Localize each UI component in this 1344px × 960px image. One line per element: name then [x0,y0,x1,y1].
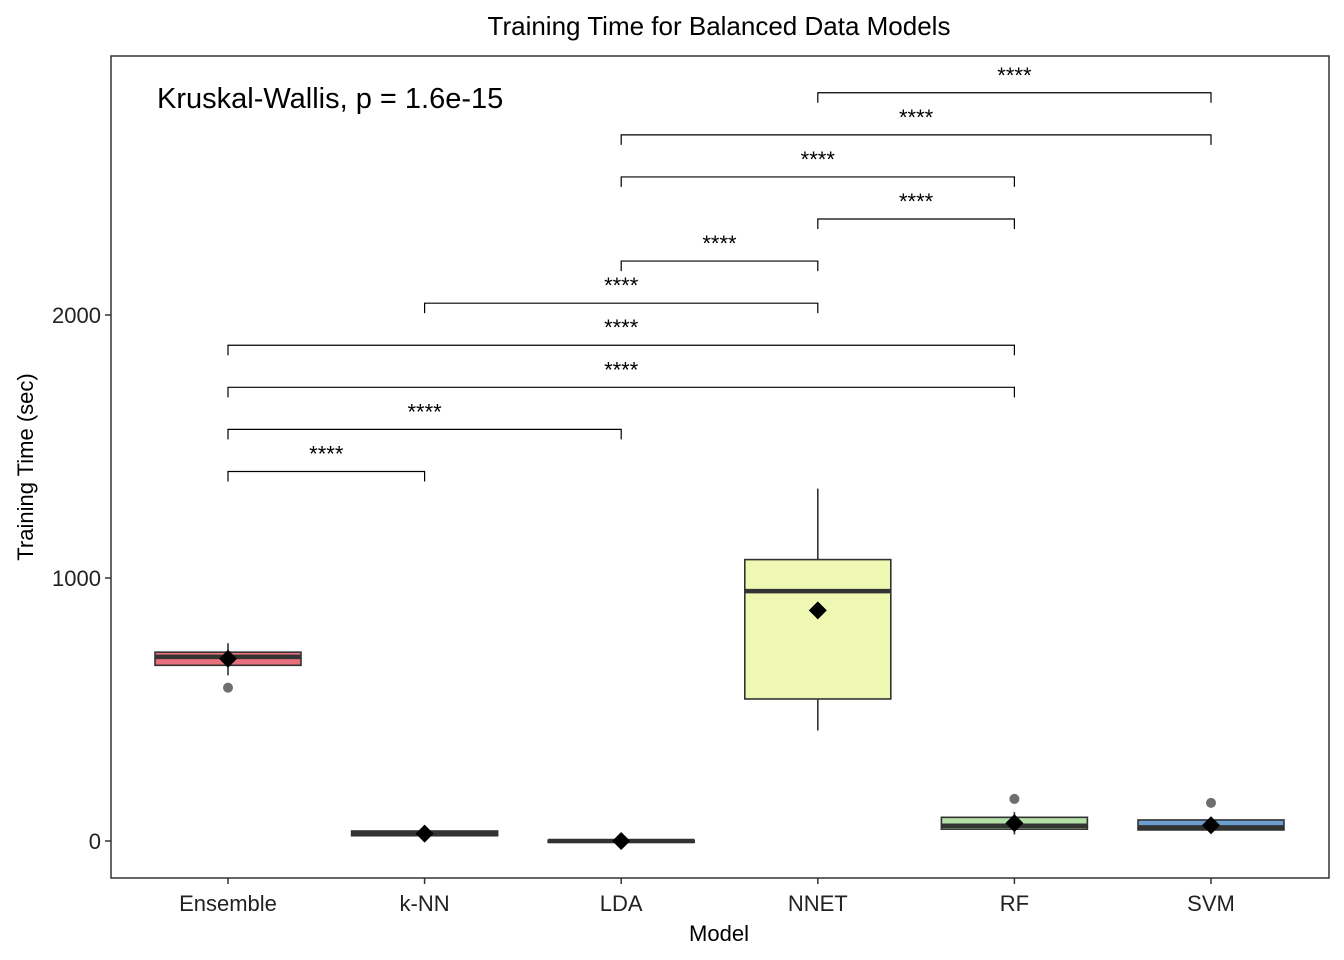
comparison-NNET-SVM-9: **** [817,63,1212,103]
y-axis: 0 1000 2000 [52,303,111,854]
x-axis-title: Model [689,921,749,946]
significance-label: **** [997,63,1032,88]
comparison-Ensemble-RF-2: **** [227,357,1015,398]
mean-marker-k-NN [415,824,434,843]
comparison-LDA-NNET-5: **** [620,231,819,272]
y-axis-title: Training Time (sec) [13,373,38,560]
kruskal-wallis-annotation: Kruskal-Wallis, p = 1.6e-15 [157,83,503,115]
comparison-brackets: **** **** **** **** **** **** **** **** **** **** [227,63,1212,482]
comparison-LDA-RF-7: **** [620,147,1015,187]
comparison-NNET-RF-6: **** [817,189,1015,230]
bracket-line [227,386,1015,398]
significance-label: **** [407,399,442,424]
significance-label: **** [309,441,344,466]
boxes [154,488,1285,850]
box-body-NNET [743,558,892,700]
comparison-Ensemble-k-NN-0: **** [227,441,426,482]
significance-label: **** [899,189,934,214]
box-k-NN [350,824,499,843]
bracket-line [620,176,1015,187]
outlier-RF-0 [1009,793,1020,804]
box-LDA [547,832,696,850]
bracket-line [817,92,1212,103]
comparison-LDA-SVM-8: **** [620,105,1212,145]
plot-panel [110,55,1330,879]
bracket-line [620,260,819,272]
bracket-line [227,344,1015,356]
box-RF [940,793,1089,835]
x-tick-label-LDA: LDA [600,891,643,916]
significance-label: **** [702,231,737,256]
bracket-line [620,134,1212,145]
x-tick-label-NNET: NNET [788,891,848,916]
mean-marker-SVM [1202,816,1220,835]
box-SVM [1137,797,1285,835]
box-Ensemble [154,643,302,693]
mean-marker-Ensemble [219,649,237,668]
bracket-line [227,470,426,482]
chart-title: Training Time for Balanced Data Models [488,11,951,41]
y-tick-label-1000: 1000 [52,566,101,591]
significance-label: **** [604,357,639,382]
box-NNET [743,488,892,731]
x-tick-label-SVM: SVM [1187,891,1235,916]
outlier-SVM-0 [1206,797,1216,808]
mean-marker-RF [1005,814,1024,833]
bracket-line [227,428,622,440]
x-tick-label-Ensemble: Ensemble [179,891,277,916]
outlier-Ensemble-0 [223,682,233,693]
significance-label: **** [604,273,639,298]
bracket-line [424,302,819,314]
x-tick-label-k-NN: k-NN [400,891,450,916]
significance-label: **** [899,105,934,130]
comparison-k-NN-NNET-4: **** [424,273,819,314]
bracket-line [817,218,1015,230]
significance-label: **** [604,315,639,340]
mean-marker-LDA [612,832,631,850]
y-tick-label-0: 0 [89,829,101,854]
significance-label: **** [801,147,836,172]
comparison-Ensemble-RF-3: **** [227,315,1015,356]
x-axis: Ensemble k-NN LDA NNET RF SVM [179,878,1235,916]
mean-marker-NNET [808,601,827,620]
comparison-Ensemble-LDA-1: **** [227,399,622,440]
x-tick-label-RF: RF [1000,891,1029,916]
y-tick-label-2000: 2000 [52,303,101,328]
